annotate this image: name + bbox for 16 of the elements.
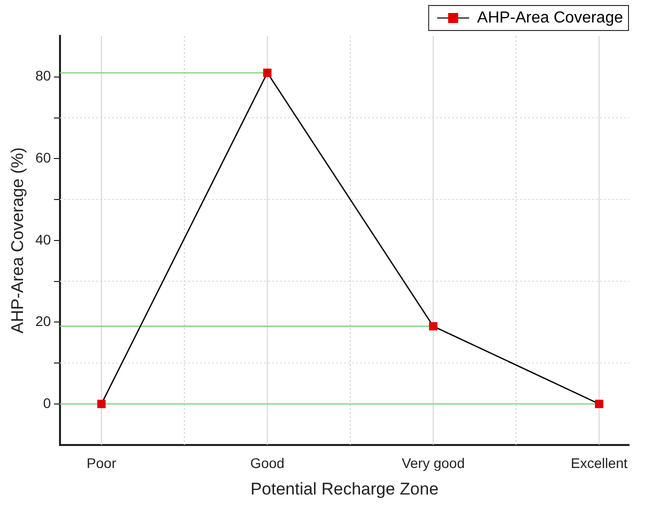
point — [97, 400, 106, 408]
y-tick-label: 80 — [35, 68, 52, 84]
y-tick-label: 60 — [35, 150, 52, 166]
y-tick-label: 20 — [35, 313, 52, 330]
x-tick-label: Good — [250, 455, 284, 472]
y-tick-label: 40 — [35, 231, 52, 248]
legend-label: AHP-Area Coverage — [477, 9, 624, 26]
x-tick-label: Poor — [86, 455, 117, 472]
point — [429, 322, 438, 330]
y-axis-title: AHP-Area Coverage (%) — [8, 147, 27, 334]
x-tick-label: Excellent — [570, 455, 628, 472]
point — [263, 68, 272, 77]
x-tick-label: Very good — [402, 455, 465, 472]
point — [594, 400, 604, 408]
x-axis-title: Potential Recharge Zone — [250, 479, 439, 498]
y-tick-label: 0 — [43, 394, 52, 411]
